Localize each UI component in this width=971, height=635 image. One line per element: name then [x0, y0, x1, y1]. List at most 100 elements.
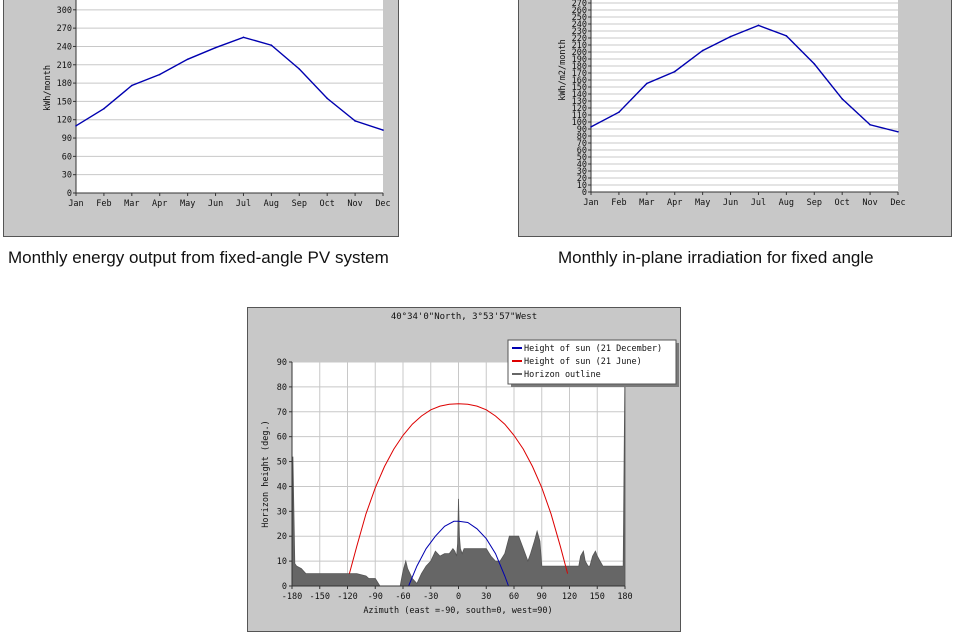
data-point — [729, 35, 732, 38]
x-tick-label: -90 — [368, 592, 383, 602]
y-tick-label: 270 — [57, 24, 72, 34]
y-tick-label: 0 — [582, 188, 587, 198]
y-tick-label: 210 — [572, 41, 587, 51]
y-tick-label: 280 — [572, 0, 587, 2]
x-tick-label: Dec — [375, 199, 390, 209]
y-tick-label: 50 — [277, 458, 287, 468]
y-tick-label: 80 — [577, 132, 587, 142]
x-tick-label: -120 — [337, 592, 357, 602]
y-tick-label: 90 — [577, 125, 587, 135]
x-tick-label: Jun — [723, 198, 738, 208]
y-tick-label: 40 — [577, 160, 587, 170]
y-tick-label: 60 — [62, 152, 72, 162]
y-tick-label: 30 — [277, 507, 287, 517]
y-tick-label: 180 — [572, 62, 587, 72]
data-point — [242, 36, 245, 39]
x-tick-label: May — [695, 198, 710, 208]
x-tick-label: Aug — [779, 198, 794, 208]
x-tick-label: Aug — [264, 199, 279, 209]
data-point — [701, 49, 704, 52]
y-tick-label: 110 — [572, 111, 587, 121]
y-tick-label: 240 — [572, 20, 587, 30]
horizon-outline-area — [291, 361, 626, 587]
legend-entry: Height of sun (21 June) — [524, 357, 642, 367]
x-tick-label: Feb — [611, 198, 626, 208]
data-point — [590, 126, 592, 128]
y-tick-label: 80 — [277, 383, 287, 393]
y-tick-label: 220 — [572, 34, 587, 44]
y-tick-label: 230 — [572, 27, 587, 37]
y-tick-label: 0 — [67, 189, 72, 199]
y-tick-label: 70 — [577, 139, 587, 149]
y-axis-label: Horizon height (deg.) — [261, 420, 271, 527]
sun-path-line — [408, 520, 509, 587]
data-point — [131, 84, 133, 87]
plot-area — [591, 0, 898, 192]
y-tick-label: 130 — [572, 97, 587, 107]
x-tick-label: Apr — [152, 199, 167, 209]
x-tick-label: Sep — [807, 198, 822, 208]
x-tick-label: Jul — [751, 198, 766, 208]
y-tick-label: 20 — [277, 532, 287, 542]
x-tick-label: Dec — [890, 198, 905, 208]
x-tick-label: 120 — [562, 592, 577, 602]
data-point — [354, 120, 356, 122]
x-tick-label: -30 — [423, 592, 438, 602]
y-tick-label: 240 — [57, 42, 72, 52]
data-point — [869, 124, 871, 126]
x-tick-label: Sep — [292, 199, 307, 209]
y-tick-label: 90 — [277, 358, 287, 368]
y-tick-label: 150 — [57, 97, 72, 107]
x-tick-label: Mar — [124, 199, 139, 209]
data-point — [158, 73, 161, 76]
y-tick-label: 10 — [577, 181, 587, 191]
x-tick-label: Jan — [68, 199, 83, 209]
plot-area — [76, 0, 383, 193]
x-tick-label: -150 — [310, 592, 330, 602]
y-tick-label: 70 — [277, 408, 287, 418]
x-tick-label: Apr — [667, 198, 682, 208]
x-tick-label: Nov — [347, 199, 362, 209]
y-tick-label: 260 — [572, 6, 587, 16]
x-tick-label: May — [180, 199, 195, 209]
x-tick-label: Nov — [862, 198, 877, 208]
x-tick-label: Jun — [208, 199, 223, 209]
data-point — [785, 35, 788, 37]
sun-path-line — [348, 403, 569, 574]
data-point — [326, 97, 328, 100]
y-tick-label: 160 — [572, 76, 587, 86]
y-tick-label: 30 — [62, 171, 72, 181]
y-tick-label: 10 — [277, 557, 287, 567]
data-point — [186, 58, 189, 61]
x-tick-label: 150 — [590, 592, 605, 602]
x-tick-label: 30 — [481, 592, 491, 602]
y-tick-label: 270 — [572, 0, 587, 9]
data-point — [103, 107, 105, 110]
x-axis-label: Azimuth (east =-90, south=0, west=90) — [363, 606, 552, 616]
y-tick-label: 300 — [57, 6, 72, 16]
y-tick-label: 210 — [57, 61, 72, 71]
legend-entry: Horizon outline — [524, 370, 601, 380]
x-tick-label: Jan — [583, 198, 598, 208]
x-tick-label: Oct — [835, 198, 850, 208]
irradiation-chart-caption: Monthly in-plane irradiation for fixed a… — [558, 248, 874, 267]
y-tick-label: 170 — [572, 69, 587, 79]
y-tick-label: 180 — [57, 79, 72, 89]
series-line — [590, 24, 899, 133]
data-point — [298, 68, 301, 70]
data-point — [75, 125, 77, 127]
y-tick-label: 40 — [277, 482, 287, 492]
data-point — [757, 24, 760, 27]
horizon-chart-title: 40°34'0"North, 3°53'57"West — [390, 312, 538, 322]
y-tick-label: 60 — [577, 146, 587, 156]
legend-entry: Height of sun (21 December) — [524, 344, 662, 354]
data-point — [813, 63, 816, 65]
y-tick-label: 190 — [572, 55, 587, 65]
y-tick-label: 250 — [572, 13, 587, 23]
y-tick-label: 20 — [577, 174, 587, 184]
x-tick-label: -60 — [395, 592, 410, 602]
y-axis-label: kWh/month — [43, 65, 53, 111]
legend-box — [507, 339, 677, 385]
